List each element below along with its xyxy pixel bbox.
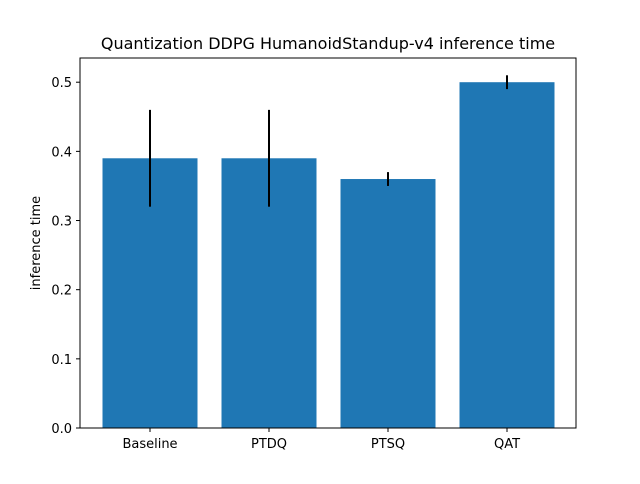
y-tick-label: 0.0 (51, 422, 72, 437)
x-tick-label: PTSQ (371, 437, 405, 452)
y-tick-label: 0.1 (51, 353, 72, 368)
y-tick-label: 0.4 (51, 145, 72, 160)
x-tick-label: PTDQ (251, 437, 287, 452)
x-axis-ticks: Baseline PTDQ PTSQ QAT (122, 428, 520, 452)
y-tick-label: 0.5 (51, 76, 72, 91)
y-axis-label: inference time (29, 196, 44, 290)
y-tick-label: 0.3 (51, 215, 72, 230)
bar-ptsq (340, 179, 436, 428)
error-bars-layer (149, 75, 508, 207)
chart-title: Quantization DDPG HumanoidStandup-v4 inf… (101, 34, 555, 53)
y-axis-ticks: 0.0 0.1 0.2 0.3 0.4 0.5 (51, 76, 80, 437)
bar-qat (459, 82, 555, 429)
plot-frame (79, 57, 577, 429)
x-tick-label: QAT (494, 437, 520, 452)
x-tick-label: Baseline (122, 437, 177, 452)
bars-layer (102, 82, 555, 429)
y-tick-label: 0.2 (51, 284, 72, 299)
